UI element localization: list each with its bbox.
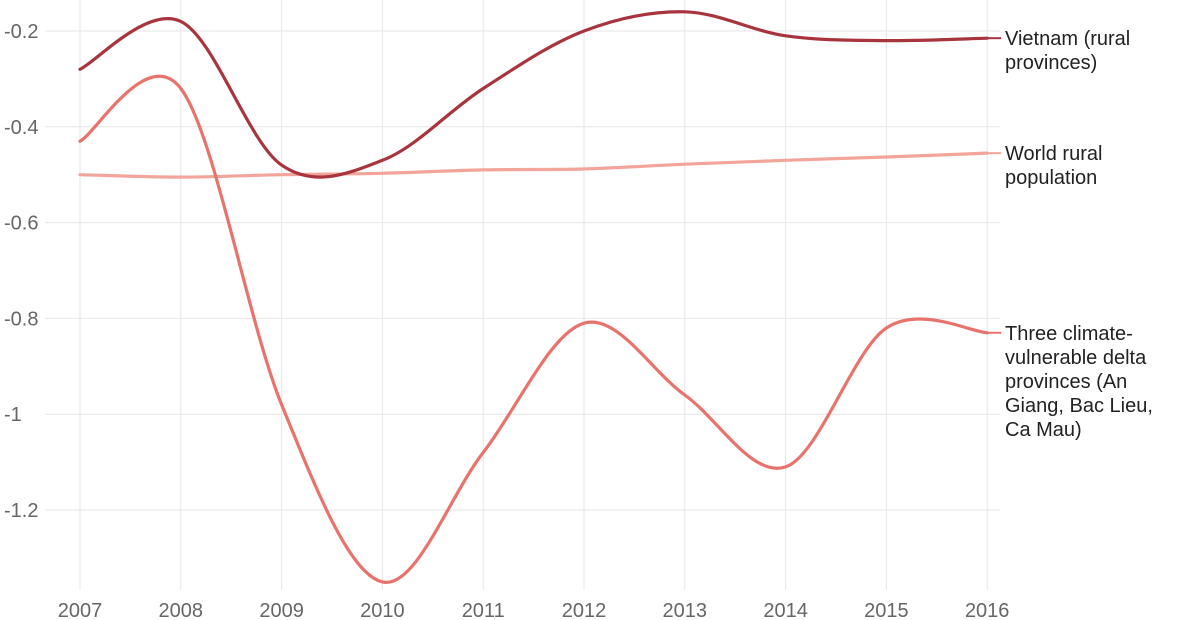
y-tick-label: -1 <box>4 404 22 426</box>
x-tick-label: 2012 <box>562 600 607 620</box>
series-label: Vietnam (rural provinces) <box>1005 28 1130 74</box>
series-label-line: Vietnam (rural <box>1005 28 1130 50</box>
x-tick-label: 2016 <box>965 600 1010 620</box>
x-tick-label: 2008 <box>159 600 204 620</box>
x-tick-label: 2011 <box>462 600 505 620</box>
grid-layer <box>45 0 1000 590</box>
series-label-line: Ca Mau) <box>1005 419 1082 441</box>
x-axis: 2007 2008 2009 2010 2011 2012 2013 2014 2015 2016 <box>58 600 1010 620</box>
x-tick-label: 2007 <box>58 600 103 620</box>
y-tick-label: -0.6 <box>4 213 38 235</box>
x-tick-label: 2015 <box>864 600 909 620</box>
series-label-line: Three climate- <box>1005 323 1133 345</box>
series-line-2 <box>78 74 989 584</box>
y-tick-label: -0.2 <box>4 21 38 43</box>
series-label: World rural population <box>1005 143 1102 189</box>
series-line-0 <box>78 10 989 179</box>
x-tick-label: 2013 <box>663 600 708 620</box>
series-label-line: provinces) <box>1005 52 1097 74</box>
series-label: Three climate-vulnerable delta provinces … <box>1005 323 1153 441</box>
y-tick-label: -1.2 <box>4 500 38 522</box>
series-label-line: provinces (An <box>1005 371 1127 393</box>
series-label-line: Giang, Bac Lieu, <box>1005 395 1153 417</box>
x-tick-label: 2014 <box>763 600 808 620</box>
y-tick-label: -0.4 <box>4 117 38 139</box>
y-axis: -0.2 -0.4 -0.6 -0.8 -1 -1.2 <box>4 21 38 522</box>
series-layer <box>78 10 989 584</box>
label-layer: World rural population Three climate-vulne… <box>987 28 1153 441</box>
series-label-line: World rural <box>1005 143 1102 165</box>
series-label-line: vulnerable delta <box>1005 347 1147 369</box>
x-tick-label: 2010 <box>360 600 405 620</box>
x-tick-label: 2009 <box>259 600 304 620</box>
y-tick-label: -0.8 <box>4 308 38 330</box>
series-line-1 <box>78 151 989 179</box>
series-label-line: population <box>1005 167 1097 189</box>
